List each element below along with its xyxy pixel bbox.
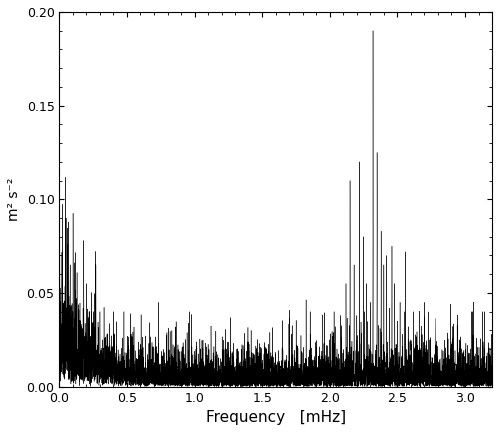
- Y-axis label: m² s⁻²: m² s⁻²: [7, 178, 21, 221]
- X-axis label: Frequency   [mHz]: Frequency [mHz]: [206, 410, 346, 425]
